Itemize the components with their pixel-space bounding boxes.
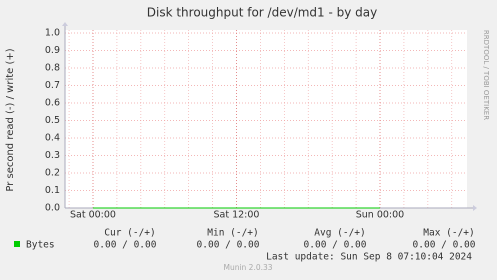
- y-tick-label: 0.8: [45, 63, 60, 74]
- y-tick-label: 1.0: [45, 28, 60, 39]
- legend-header: Min (-/+): [207, 228, 258, 239]
- legend-header: Max (-/+): [423, 228, 474, 239]
- y-tick-label: 0.2: [45, 168, 60, 179]
- y-axis-arrow: [62, 22, 68, 26]
- y-tick-label: 0.4: [45, 133, 60, 144]
- y-tick-label: 0.0: [45, 203, 60, 214]
- footer: Munin 2.0.33: [223, 263, 272, 272]
- y-tick-label: 0.9: [45, 45, 60, 56]
- last-update: Last update: Sun Sep 8 07:10:04 2024: [266, 252, 472, 263]
- legend-value: 0.00 / 0.00: [304, 240, 367, 251]
- y-tick-label: 0.5: [45, 115, 60, 126]
- y-tick-label: 0.3: [45, 150, 60, 161]
- legend-value: 0.00 / 0.00: [94, 240, 157, 251]
- chart-title: Disk throughput for /dev/md1 - by day: [147, 6, 378, 20]
- y-tick-label: 0.7: [45, 80, 60, 91]
- legend-label: Bytes: [26, 240, 55, 251]
- legend-header: Cur (-/+): [104, 228, 155, 239]
- legend-value: 0.00 / 0.00: [413, 240, 476, 251]
- legend-header: Avg (-/+): [314, 228, 365, 239]
- plot-area: [65, 30, 467, 208]
- y-tick-label: 0.1: [45, 185, 60, 196]
- y-tick-label: 0.6: [45, 98, 60, 109]
- legend-swatch: [14, 241, 20, 247]
- y-axis-label: Pr second read (-) / write (+): [5, 48, 16, 191]
- legend-value: 0.00 / 0.00: [197, 240, 260, 251]
- x-tick-label: Sun 00:00: [356, 210, 404, 221]
- x-axis-arrow: [473, 205, 477, 211]
- x-tick-label: Sat 12:00: [214, 210, 260, 221]
- x-tick-label: Sat 00:00: [70, 210, 116, 221]
- side-text: RRDTOOL / TOBI OETIKER: [482, 30, 490, 120]
